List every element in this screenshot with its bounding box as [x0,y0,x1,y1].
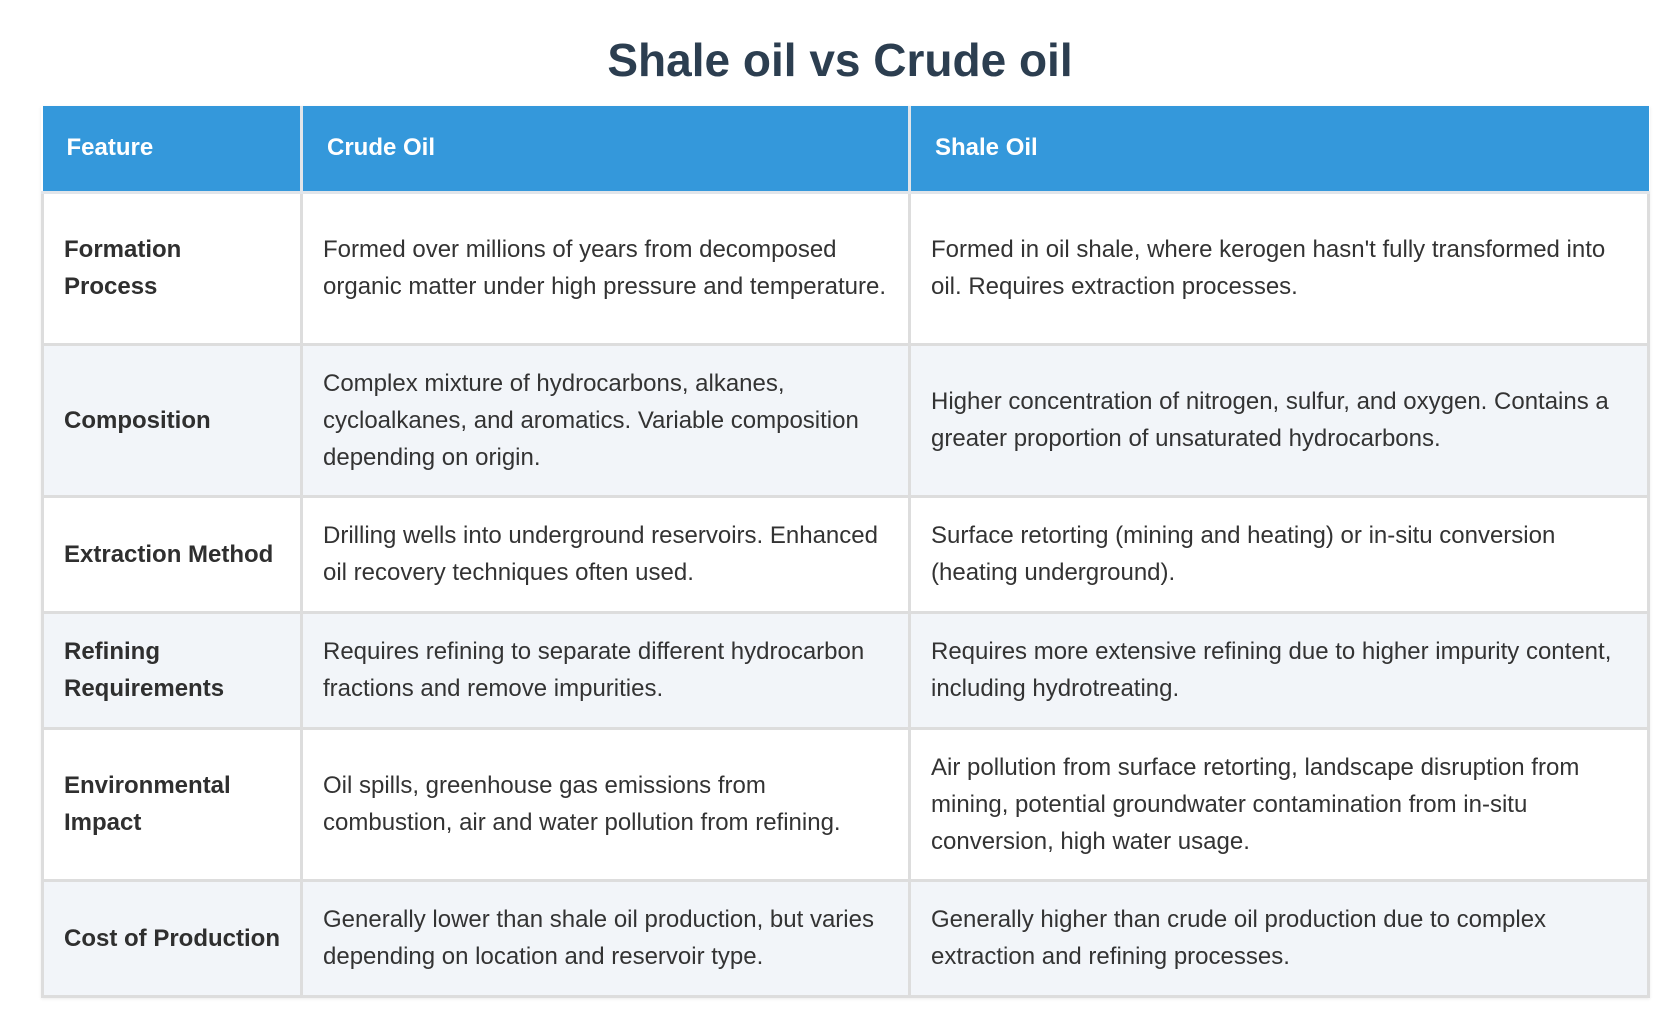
table-row: Formation Process Formed over millions o… [41,190,1650,346]
header-row: Feature Crude Oil Shale Oil [42,106,1649,194]
header-crude-oil: Crude Oil [300,106,911,194]
feature-cell: Cost of Production [41,878,303,998]
shale-oil-cell: Requires more extensive refining due to … [908,610,1650,730]
shale-oil-cell: Generally higher than crude oil producti… [908,878,1650,998]
table-header: Feature Crude Oil Shale Oil [42,106,1649,194]
feature-cell: Extraction Method [41,494,303,614]
table-row: Cost of Production Generally lower than … [41,878,1650,998]
shale-oil-cell: Air pollution from surface retorting, la… [908,726,1650,882]
comparison-table-container: Feature Crude Oil Shale Oil Formation Pr… [41,106,1650,998]
table-row: Extraction Method Drilling wells into un… [41,494,1650,614]
feature-cell: Environmental Impact [41,726,303,882]
comparison-table: Feature Crude Oil Shale Oil Formation Pr… [41,106,1650,998]
shale-oil-cell: Surface retorting (mining and heating) o… [908,494,1650,614]
crude-oil-cell: Oil spills, greenhouse gas emissions fro… [300,726,911,882]
feature-cell: Refining Requirements [41,610,303,730]
header-shale-oil: Shale Oil [908,106,1649,194]
feature-cell: Formation Process [41,190,303,346]
table-row: Composition Complex mixture of hydrocarb… [41,342,1650,498]
shale-oil-cell: Higher concentration of nitrogen, sulfur… [908,342,1650,498]
table-row: Environmental Impact Oil spills, greenho… [41,726,1650,882]
page-title: Shale oil vs Crude oil [607,34,1073,86]
table-body: Formation Process Formed over millions o… [41,190,1650,998]
crude-oil-cell: Generally lower than shale oil productio… [300,878,911,998]
header-feature: Feature [42,106,303,194]
crude-oil-cell: Complex mixture of hydrocarbons, alkanes… [300,342,911,498]
crude-oil-cell: Requires refining to separate different … [300,610,911,730]
table-row: Refining Requirements Requires refining … [41,610,1650,730]
crude-oil-cell: Drilling wells into underground reservoi… [300,494,911,614]
feature-cell: Composition [41,342,303,498]
crude-oil-cell: Formed over millions of years from decom… [300,190,911,346]
shale-oil-cell: Formed in oil shale, where kerogen hasn'… [908,190,1650,346]
